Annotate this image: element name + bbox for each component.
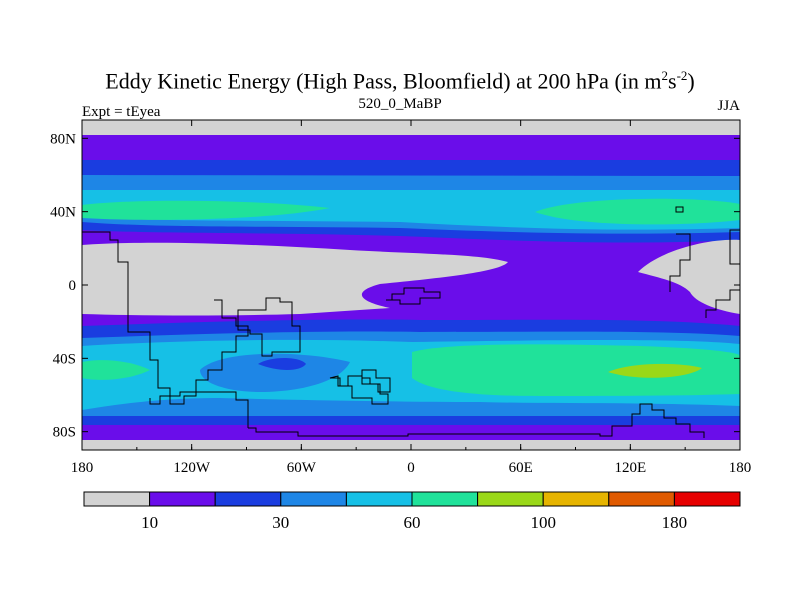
outline-southeast-asia — [329, 375, 389, 405]
x-tick-label: 60E — [509, 460, 533, 476]
y-tick-label: 40N — [50, 205, 76, 221]
outline-small-island — [675, 206, 684, 213]
y-tick-label: 40S — [53, 351, 76, 367]
x-tick-label: 180 — [71, 460, 94, 476]
colorbar-segment — [345, 491, 413, 507]
colorbar-segment — [673, 491, 741, 507]
outline-east-coast — [669, 233, 691, 292]
outline-east-tail — [705, 289, 740, 318]
contour-tropics-west-gray — [82, 242, 508, 316]
contour-south-jet-east-80 — [412, 344, 740, 396]
colorbar-segment — [280, 491, 347, 507]
chart-subtitle: 520_0_MaBP — [358, 96, 442, 112]
y-tick-label: 0 — [69, 278, 77, 294]
y-tick-label: 80S — [53, 425, 76, 441]
contour-south-jet-west-80 — [82, 360, 150, 380]
x-tick-label: 0 — [407, 460, 415, 476]
chart-title: Eddy Kinetic Energy (High Pass, Bloomfie… — [105, 68, 695, 94]
x-tick-label: 180 — [729, 460, 752, 476]
outline-south-boundary — [248, 425, 620, 437]
colorbar-segment — [542, 491, 610, 507]
colorbar-label: 100 — [530, 513, 556, 532]
outline-australia — [361, 369, 391, 393]
colorbar-segment — [149, 491, 216, 507]
colorbar: 10 30 60 100 180 — [83, 491, 741, 532]
continent-outlines — [82, 206, 740, 438]
colorbar-label: 10 — [141, 513, 158, 532]
colorbar-label: 180 — [662, 513, 688, 532]
season-label: JJA — [717, 98, 740, 114]
colorbar-segment — [411, 491, 479, 507]
colorbar-label: 60 — [404, 513, 421, 532]
contour-polar-north-gray — [82, 120, 740, 135]
outline-africa-europe — [237, 297, 301, 357]
colorbar-segment — [214, 491, 282, 507]
colorbar-segment — [608, 491, 675, 507]
outline-india — [386, 287, 441, 305]
outline-gulf — [149, 391, 249, 428]
colorbar-label: 30 — [272, 513, 289, 532]
outline-asia-pacific — [620, 403, 705, 438]
x-tick-label: 120W — [173, 460, 211, 476]
contour-tropics-east-gray — [638, 239, 740, 314]
experiment-label: Expt = tEyea — [82, 104, 161, 120]
colorbar-segment — [83, 491, 151, 507]
axes: 180 120W 60W 0 60E 120E 180 80N 40N 0 40S 80S — [50, 120, 751, 476]
outline-east-island — [729, 229, 740, 265]
contour-north-jet-west-80 — [82, 200, 330, 220]
contour-fills — [82, 120, 740, 450]
x-tick-label: 60W — [287, 460, 317, 476]
colorbar-segment — [477, 491, 544, 507]
x-tick-label: 120E — [614, 460, 646, 476]
outline-americas — [82, 231, 249, 405]
contour-south-pocket-30 — [258, 358, 306, 370]
contour-north-jet-east-80 — [535, 198, 740, 225]
contour-south-jet-core-100 — [608, 363, 702, 378]
y-tick-label: 80N — [50, 131, 76, 147]
contour-south-pocket-40 — [200, 353, 350, 392]
